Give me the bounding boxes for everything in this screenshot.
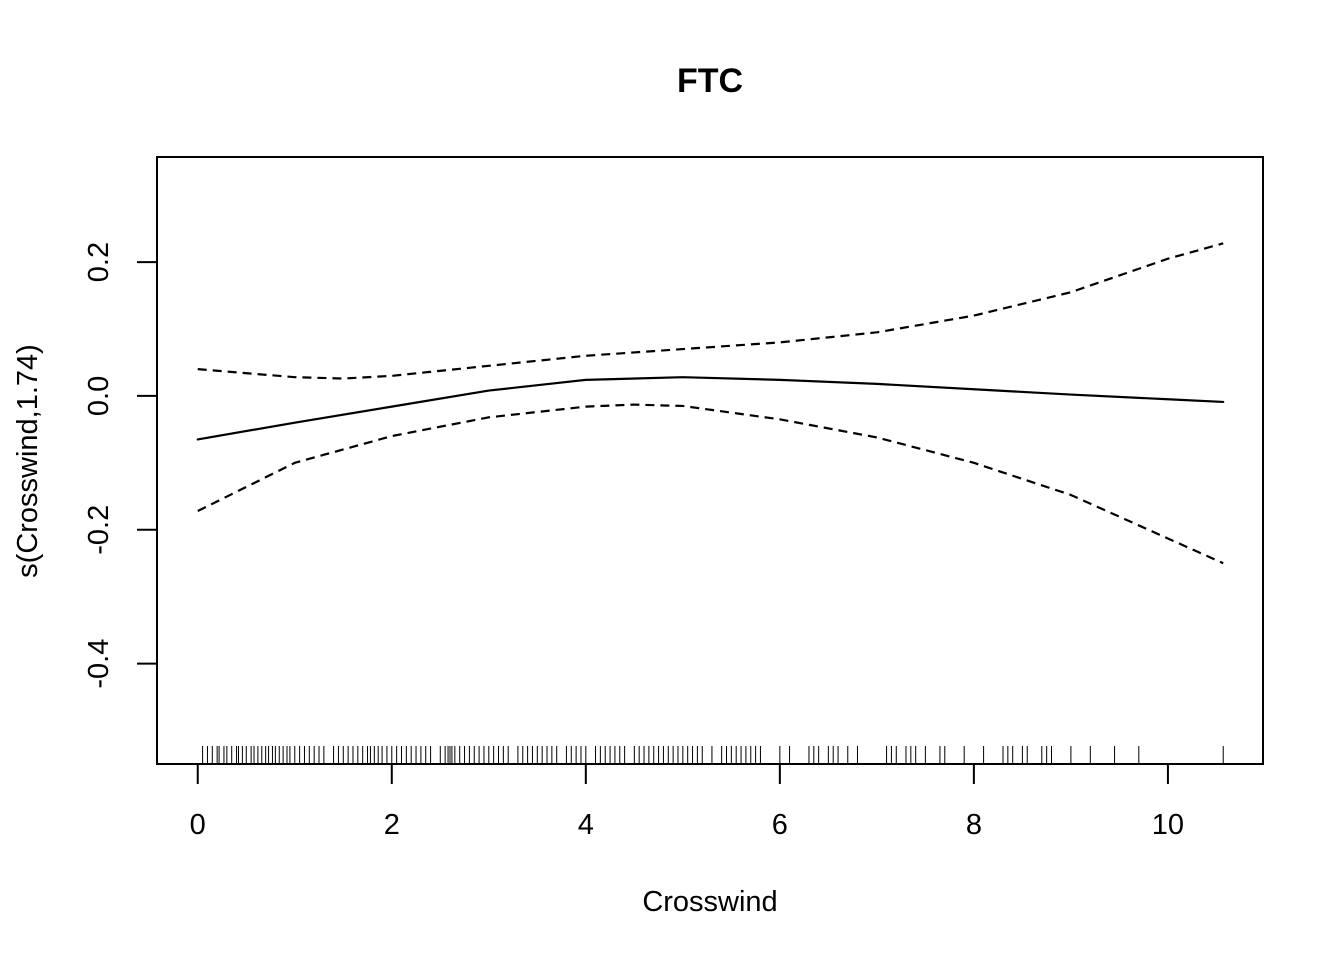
smooth-estimate-line [196, 376, 1225, 441]
y-tick-label: 0.0 [83, 376, 115, 416]
y-tick-label: 0.2 [83, 242, 115, 282]
x-tick-label: 0 [190, 809, 206, 841]
x-axis-label: Crosswind [642, 886, 777, 918]
lower-confidence-line [197, 403, 1224, 565]
y-tick-label: -0.4 [83, 639, 115, 689]
chart-title: FTC [677, 62, 743, 100]
series-group [196, 242, 1225, 565]
y-axis: -0.4 -0.2 0.0 0.2 [83, 242, 158, 689]
x-tick-label: 4 [578, 809, 594, 841]
plot-frame [156, 156, 1264, 765]
rug-plot [202, 746, 1224, 764]
y-tick-label: -0.2 [83, 505, 115, 555]
x-tick-label: 2 [384, 809, 400, 841]
y-axis-label: s(Crosswind,1.74) [12, 344, 44, 578]
x-tick-label: 8 [966, 809, 982, 841]
upper-confidence-line [197, 242, 1224, 380]
x-axis: 0 2 4 6 8 10 [190, 763, 1184, 841]
x-tick-label: 6 [772, 809, 788, 841]
x-tick-label: 10 [1152, 809, 1184, 841]
